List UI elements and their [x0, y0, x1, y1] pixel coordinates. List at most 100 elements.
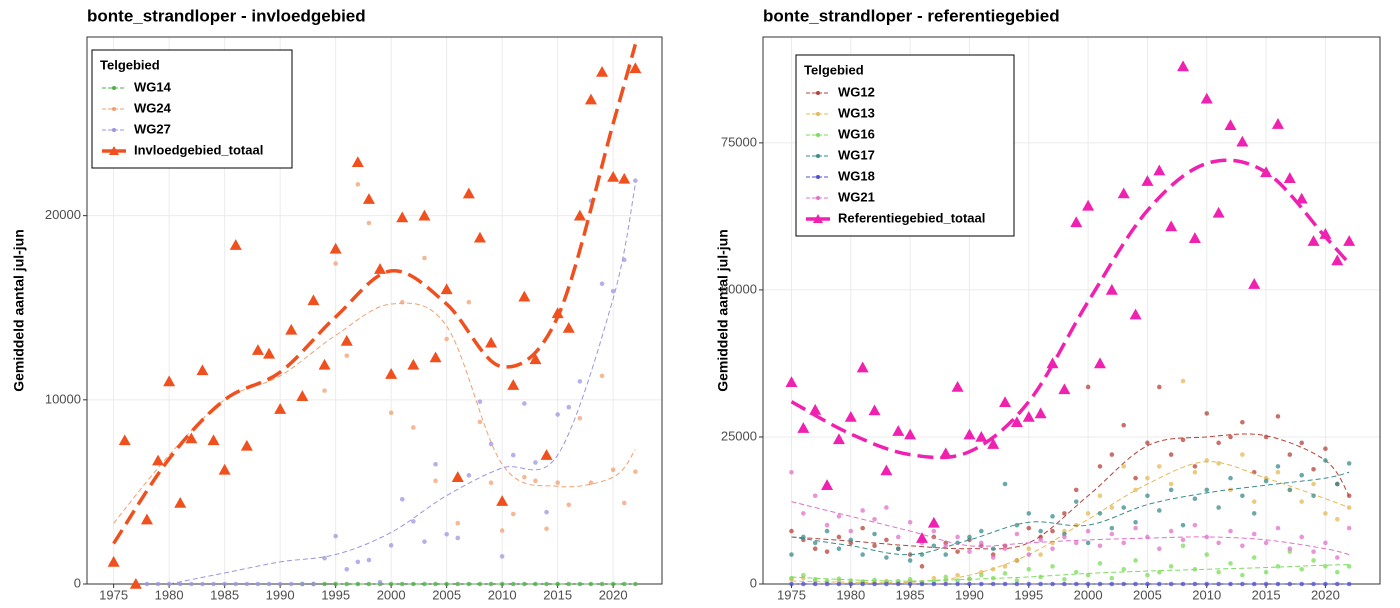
data-point [599, 281, 605, 287]
data-point [844, 410, 857, 422]
legend-label: WG13 [838, 105, 875, 120]
data-point [860, 525, 865, 531]
data-point [1311, 493, 1316, 499]
data-point [1192, 469, 1198, 475]
data-point [848, 537, 854, 543]
x-tick-label: 1995 [1014, 587, 1043, 602]
data-point [979, 540, 984, 546]
data-point [140, 513, 153, 525]
data-point [999, 396, 1012, 408]
data-point [812, 493, 818, 499]
data-point [789, 469, 794, 475]
data-point [333, 261, 338, 266]
data-point [812, 576, 818, 582]
data-point [444, 531, 449, 537]
data-point [1275, 414, 1281, 419]
data-point [610, 467, 616, 473]
data-point [1097, 464, 1103, 469]
data-point [566, 404, 572, 410]
trend-line [113, 302, 636, 524]
data-point [1236, 135, 1249, 147]
data-point [433, 478, 438, 484]
data-point [884, 505, 889, 510]
data-point [1299, 581, 1304, 587]
data-point [1180, 543, 1186, 549]
data-point [1073, 499, 1079, 504]
legend-label: Invloedgebied_totaal [134, 142, 263, 157]
data-point [444, 581, 449, 587]
x-tick-label: 1985 [896, 587, 925, 602]
data-point [422, 539, 427, 544]
data-point [789, 575, 794, 581]
data-point [233, 581, 239, 587]
data-point [927, 516, 940, 528]
data-point [411, 519, 416, 524]
data-point [990, 546, 996, 552]
data-point [955, 578, 960, 583]
data-point [307, 294, 320, 306]
data-point [596, 65, 609, 77]
trend-line [791, 564, 1350, 582]
data-point [836, 534, 842, 540]
x-tick-label: 2015 [1252, 587, 1281, 602]
data-point [1145, 440, 1150, 446]
x-tick-label: 2005 [1133, 587, 1162, 602]
data-point [311, 581, 316, 587]
trend-line [791, 433, 1350, 550]
data-point [518, 290, 531, 302]
data-point [1109, 452, 1115, 457]
data-point [333, 533, 338, 539]
data-point [1192, 496, 1198, 502]
x-tick-label: 1990 [955, 587, 984, 602]
data-point [1026, 552, 1032, 557]
y-tick-label: 0 [750, 575, 757, 590]
data-point [1311, 558, 1316, 563]
data-point [1180, 437, 1186, 443]
data-point [1192, 464, 1198, 469]
data-point [1228, 581, 1233, 587]
data-point [1168, 487, 1174, 493]
data-point [1334, 481, 1340, 487]
data-point [1334, 555, 1340, 560]
data-point [1240, 493, 1245, 499]
data-point [979, 581, 984, 587]
y-axis-label: Gemiddeld aantal jul-jun [11, 229, 27, 392]
data-point [789, 552, 794, 557]
data-point [1121, 464, 1127, 469]
data-point [344, 353, 350, 358]
data-point [1097, 543, 1103, 549]
data-point [607, 170, 620, 182]
data-point [1177, 60, 1190, 72]
data-point [499, 528, 505, 533]
data-point [1204, 552, 1210, 557]
data-point [196, 364, 209, 376]
legend-label: WG21 [838, 189, 875, 204]
trend-line [791, 471, 1350, 556]
legend-label: Referentiegebied_totaal [838, 210, 985, 225]
data-point [1133, 475, 1138, 481]
data-point [1050, 514, 1055, 519]
data-point [1287, 487, 1293, 493]
data-point [222, 581, 227, 587]
data-point [251, 344, 264, 355]
data-point [1062, 511, 1067, 516]
data-point [274, 403, 287, 414]
data-point [1168, 564, 1174, 569]
data-point [1097, 561, 1103, 566]
data-point [174, 496, 187, 508]
data-point [1323, 446, 1328, 452]
data-point [277, 581, 283, 587]
data-point [1014, 558, 1020, 563]
data-point [872, 577, 877, 583]
data-point [1323, 511, 1328, 516]
data-point [488, 441, 494, 447]
data-point [824, 522, 830, 528]
data-point [422, 255, 427, 261]
x-tick-label: 2020 [1311, 587, 1340, 602]
data-point [963, 428, 976, 440]
legend-label: WG27 [134, 121, 171, 136]
data-point [240, 439, 253, 451]
data-point [860, 508, 865, 513]
data-point [955, 534, 960, 540]
data-point [1097, 493, 1103, 499]
